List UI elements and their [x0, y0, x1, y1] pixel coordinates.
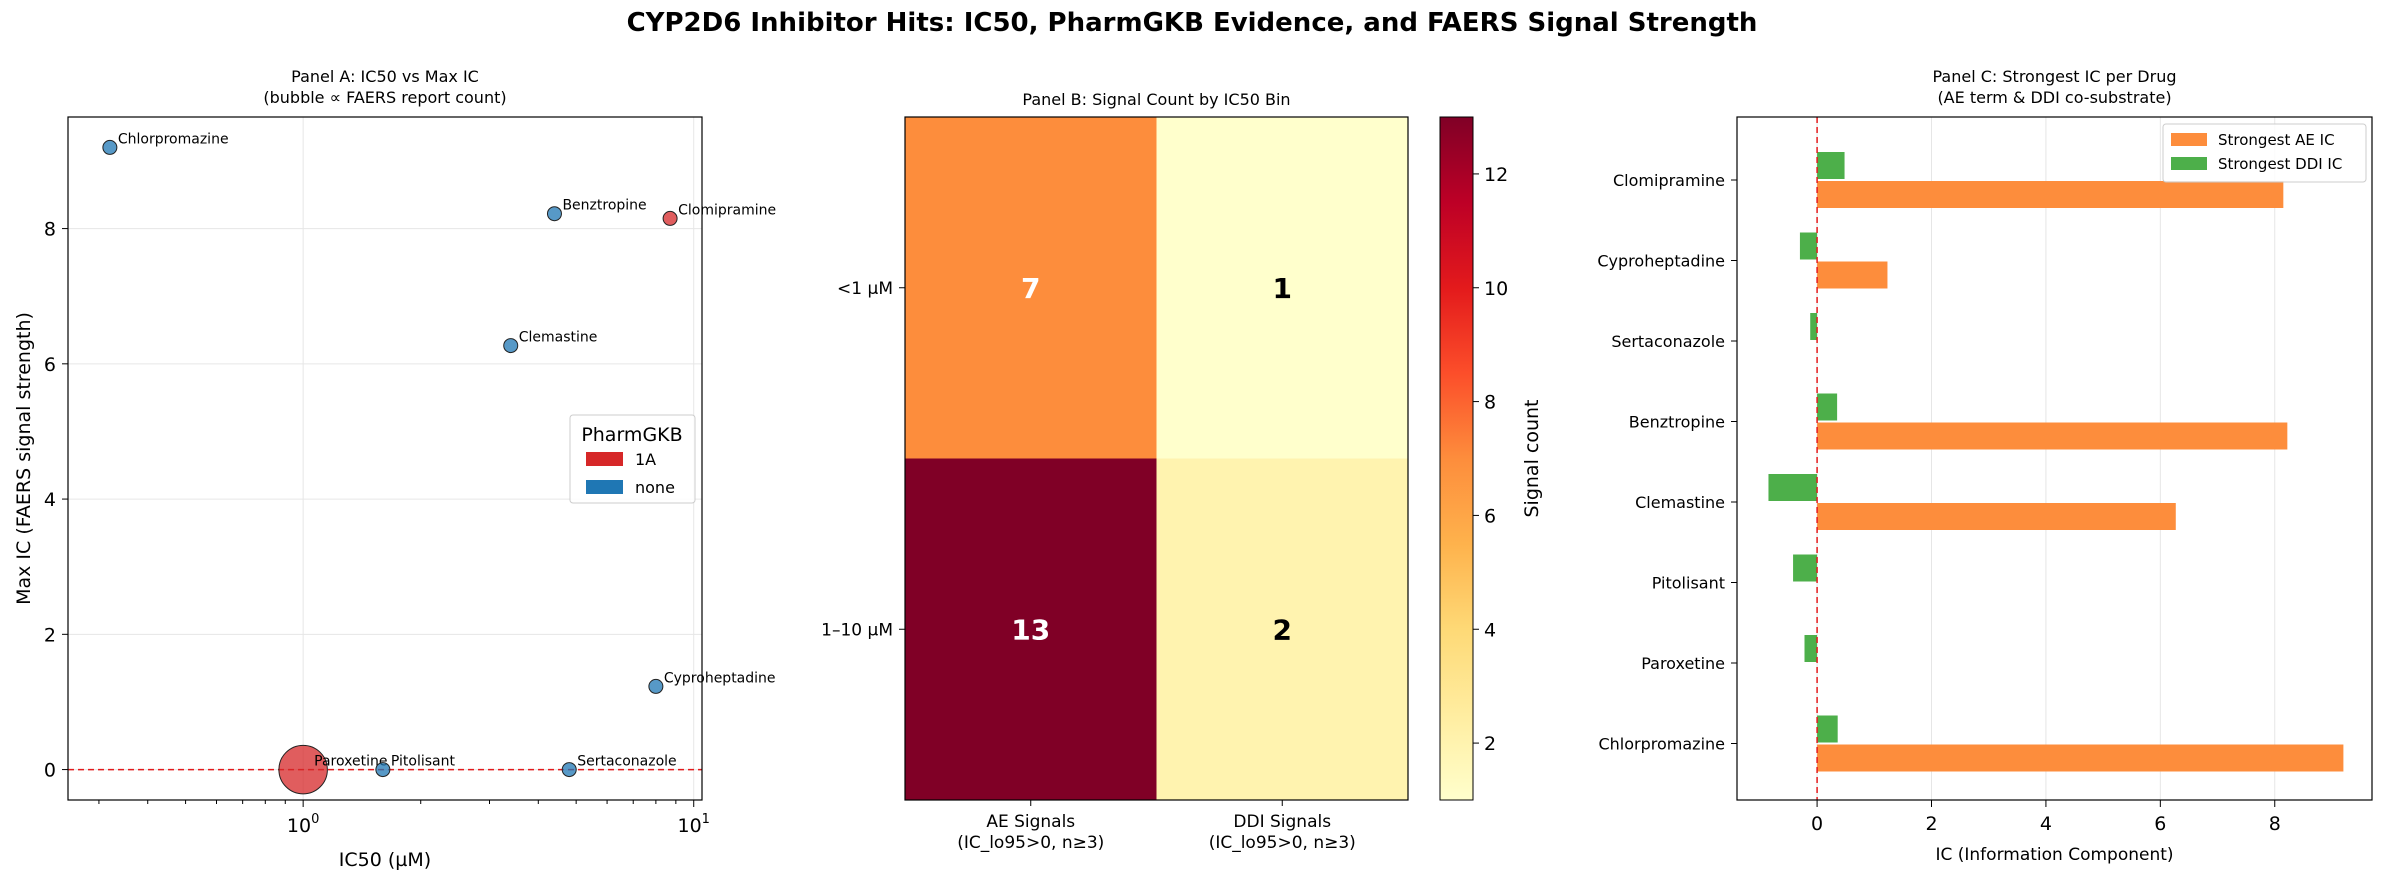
row-label: 1–10 µM	[821, 620, 893, 640]
y-tick-label: 8	[44, 219, 56, 241]
category-label: Cyproheptadine	[1597, 252, 1725, 271]
legend: Strongest AE IC Strongest DDI IC	[2162, 123, 2367, 183]
legend-swatch	[586, 452, 623, 466]
point-label: Pitolisant	[391, 754, 456, 770]
x-tick-label: 4	[2040, 813, 2052, 835]
scatter-point	[546, 206, 562, 222]
legend-label: Strongest DDI IC	[2218, 155, 2342, 173]
y-tick-label: 2	[44, 624, 56, 646]
legend-title: PharmGKB	[581, 424, 682, 446]
colorbar-tick-label: 8	[1484, 392, 1496, 414]
point-label: Clomipramine	[678, 202, 776, 218]
legend-label: Strongest AE IC	[2218, 131, 2335, 149]
scatter-point	[561, 762, 577, 778]
column-label: AE Signals	[986, 812, 1075, 832]
colorbar-tick-label: 4	[1484, 619, 1496, 641]
cell-value: 1	[1273, 272, 1292, 305]
scatter-point	[503, 338, 519, 354]
category-label: Clemastine	[1635, 493, 1725, 512]
ddi-bar	[1817, 393, 1838, 421]
scatter-point	[648, 678, 664, 694]
scatter-point	[278, 744, 328, 795]
panel-c-subtitle: (AE term & DDI co-substrate)	[1937, 88, 2171, 107]
category-label: Paroxetine	[1641, 654, 1725, 673]
point-label: Paroxetine	[314, 754, 387, 770]
point-label: Sertaconazole	[577, 754, 676, 770]
ddi-bar	[1793, 554, 1818, 582]
legend-label: none	[635, 478, 675, 497]
category-label: Chlorpromazine	[1598, 735, 1725, 754]
category-label: Benztropine	[1629, 413, 1725, 432]
colorbar-tick-label: 12	[1484, 164, 1508, 186]
column-label: DDI Signals	[1233, 812, 1331, 832]
x-tick-label: 6	[2154, 813, 2166, 835]
point-label: Cyproheptadine	[664, 670, 776, 686]
y-tick-label: 0	[44, 760, 56, 782]
x-tick-label: 100	[287, 812, 319, 837]
panel-b-title: Panel B: Signal Count by IC50 Bin	[1022, 90, 1290, 109]
heatmap-cell	[1156, 117, 1408, 459]
row-label: <1 µM	[837, 279, 893, 299]
category-label: Sertaconazole	[1611, 332, 1725, 351]
ddi-bar	[1799, 232, 1818, 260]
ae-bar	[1817, 422, 2288, 450]
legend-swatch	[2171, 157, 2207, 170]
column-sublabel: (IC_lo95>0, n≥3)	[1209, 833, 1356, 853]
panel-a: Chlorpromazine Benztropine Clomipramine Cle…	[13, 67, 776, 871]
legend-box	[2162, 123, 2367, 183]
ddi-bar	[1817, 152, 1845, 179]
category-label: Clomipramine	[1613, 171, 1725, 190]
point-label: Clemastine	[519, 330, 598, 346]
axes-frame	[904, 116, 1409, 801]
category-label: Pitolisant	[1652, 574, 1725, 593]
legend-swatch	[586, 480, 623, 494]
panel-a-subtitle: (bubble ∝ FAERS report count)	[263, 88, 506, 107]
legend-swatch	[2171, 133, 2207, 146]
x-axis-label: IC (Information Component)	[1935, 845, 2173, 865]
x-tick-label: 101	[677, 812, 709, 837]
heatmap-cell	[1156, 458, 1408, 800]
panel-c-title: Panel C: Strongest IC per Drug	[1932, 67, 2176, 86]
colorbar	[1439, 116, 1474, 801]
ddi-bar	[1768, 474, 1818, 501]
scatter-point	[662, 210, 678, 226]
axes-frame	[67, 116, 703, 801]
axes-frame	[1736, 116, 2373, 801]
figure-title: CYP2D6 Inhibitor Hits: IC50, PharmGKB Ev…	[626, 8, 1758, 38]
panel-c: Clomipramine Cyproheptadine Sertaconazole B…	[1597, 67, 2373, 865]
colorbar-tick-label: 2	[1484, 733, 1496, 755]
point-label: Benztropine	[562, 198, 646, 214]
ae-bar	[1817, 503, 2176, 530]
legend: PharmGKB 1A none	[569, 414, 696, 504]
ddi-bar	[1804, 635, 1818, 662]
cell-value: 2	[1273, 613, 1292, 646]
ae-bar	[1817, 744, 2344, 772]
y-tick-label: 6	[44, 354, 56, 376]
ae-bar	[1817, 181, 2284, 208]
legend-label: 1A	[635, 450, 656, 469]
scatter-point	[102, 139, 118, 155]
y-axis-label: Max IC (FAERS signal strength)	[13, 312, 35, 605]
x-axis-label: IC50 (µM)	[339, 849, 431, 871]
colorbar-tick-label: 6	[1484, 505, 1496, 527]
point-label: Chlorpromazine	[118, 131, 229, 147]
ae-bar	[1817, 261, 1888, 289]
colorbar-tick-label: 10	[1484, 278, 1508, 300]
ddi-bar	[1810, 313, 1818, 340]
cell-value: 13	[1011, 613, 1050, 646]
x-tick-label: 8	[2269, 813, 2281, 835]
cell-value: 7	[1021, 272, 1040, 305]
colorbar-label: Signal count	[1521, 399, 1543, 517]
column-sublabel: (IC_lo95>0, n≥3)	[957, 833, 1104, 853]
ddi-bar	[1817, 715, 1838, 743]
scatter-point	[375, 762, 391, 778]
heatmap-cell	[905, 458, 1157, 800]
x-tick-label: 2	[1925, 813, 1937, 835]
y-tick-label: 4	[44, 489, 56, 511]
heatmap-cell	[905, 117, 1157, 459]
x-tick-label: 0	[1811, 813, 1823, 835]
panel-a-title: Panel A: IC50 vs Max IC	[291, 67, 479, 86]
